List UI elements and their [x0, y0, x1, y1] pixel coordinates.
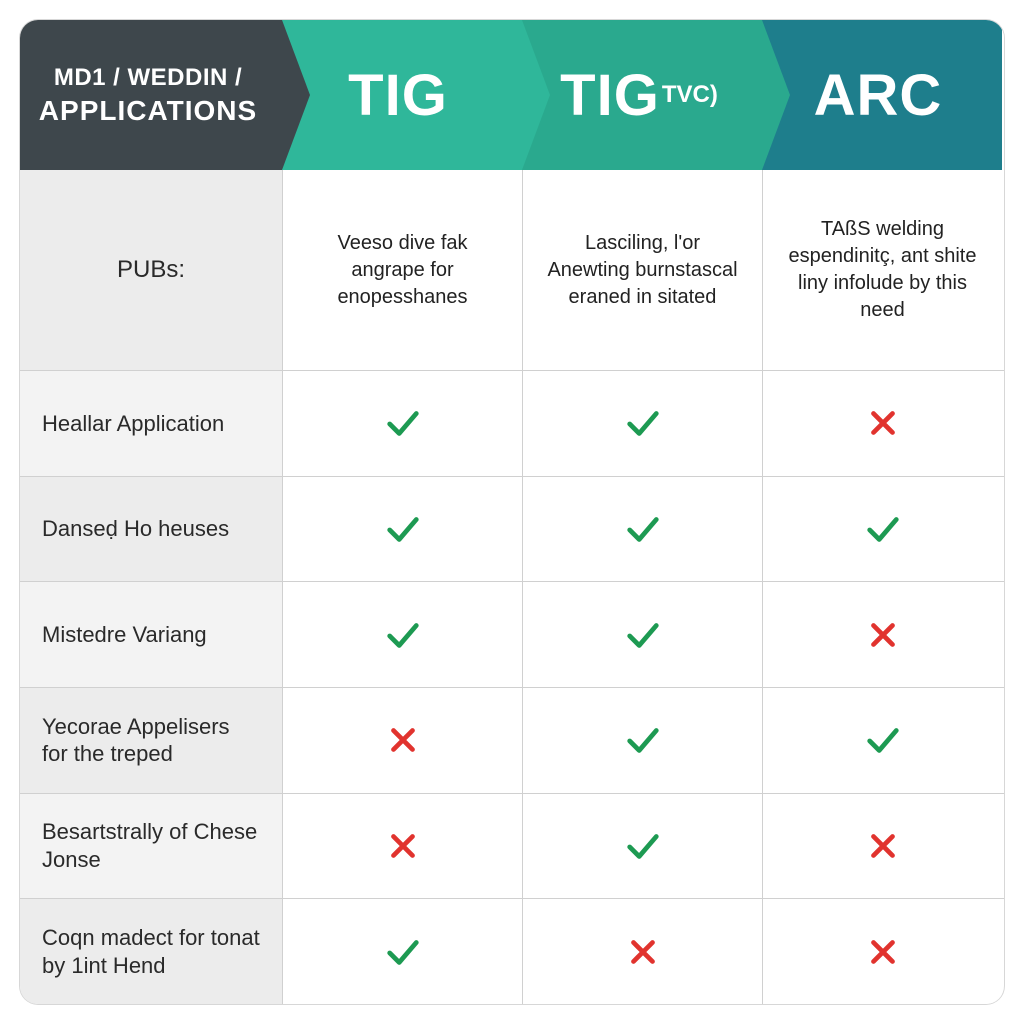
row-value [522, 371, 762, 476]
row-value [282, 371, 522, 476]
check-icon [624, 721, 662, 759]
row-desc: Lasciling, l'or Anewting burnstascal era… [522, 170, 762, 370]
check-icon [384, 616, 422, 654]
header-col-2-label: ARC [814, 62, 943, 129]
row-value [282, 477, 522, 582]
row-desc: Veeso dive fak angrape for enopesshanes [282, 170, 522, 370]
check-icon [624, 404, 662, 442]
cross-icon [384, 827, 422, 865]
header-rowlabel-line2: APPLICATIONS [39, 93, 257, 128]
row-value [762, 477, 1002, 582]
cross-icon [864, 827, 902, 865]
header-col-1-sup: TVC) [662, 81, 718, 109]
table-row: Heallar Application [20, 370, 1004, 476]
row-desc: TAßS welding espendinitç, ant shite liny… [762, 170, 1002, 370]
cross-icon [864, 616, 902, 654]
row-label: Coqn madect for tonat by 1int Hend [20, 899, 282, 1004]
table-row: PUBs:Veeso dive fak angrape for enopessh… [20, 170, 1004, 370]
cross-icon [384, 721, 422, 759]
header-rowlabel-line1: MD1 / WEDDIN / [54, 63, 242, 93]
table-row: Yecorae Appelisers for the treped [20, 687, 1004, 793]
cross-icon [864, 933, 902, 971]
row-value [762, 582, 1002, 687]
check-icon [624, 827, 662, 865]
row-value [762, 899, 1002, 1004]
row-value [762, 688, 1002, 793]
cross-icon [624, 933, 662, 971]
row-value [282, 899, 522, 1004]
table-header-row: MD1 / WEDDIN / APPLICATIONS TIG TIGTVC) … [20, 20, 1004, 170]
table-row: Besartstrally of Chese Jonse [20, 793, 1004, 899]
check-icon [624, 616, 662, 654]
row-label: Mistedre Variang [20, 582, 282, 687]
table-row: Coqn madect for tonat by 1int Hend [20, 898, 1004, 1004]
check-icon [384, 404, 422, 442]
check-icon [864, 510, 902, 548]
row-value [282, 582, 522, 687]
header-rowlabel: MD1 / WEDDIN / APPLICATIONS [20, 20, 282, 170]
row-value [522, 582, 762, 687]
row-value [762, 794, 1002, 899]
header-col-2: ARC [762, 20, 1002, 170]
header-col-0-label: TIG [348, 62, 448, 129]
row-label: PUBs: [20, 170, 282, 370]
table-row: Mistedre Variang [20, 581, 1004, 687]
row-label: Besartstrally of Chese Jonse [20, 794, 282, 899]
check-icon [864, 721, 902, 759]
row-value [282, 794, 522, 899]
header-col-0: TIG [282, 20, 522, 170]
row-label: Danseḍ Ho heuses [20, 477, 282, 582]
header-col-1-label: TIG [560, 62, 660, 129]
check-icon [384, 510, 422, 548]
comparison-table: MD1 / WEDDIN / APPLICATIONS TIG TIGTVC) … [20, 20, 1004, 1004]
table-row: Danseḍ Ho heuses [20, 476, 1004, 582]
row-label: Heallar Application [20, 371, 282, 476]
row-label: Yecorae Appelisers for the treped [20, 688, 282, 793]
table-body: PUBs:Veeso dive fak angrape for enopessh… [20, 170, 1004, 1004]
header-col-1: TIGTVC) [522, 20, 762, 170]
row-value [762, 371, 1002, 476]
row-value [522, 688, 762, 793]
row-value [282, 688, 522, 793]
check-icon [624, 510, 662, 548]
row-value [522, 794, 762, 899]
check-icon [384, 933, 422, 971]
cross-icon [864, 404, 902, 442]
row-value [522, 899, 762, 1004]
row-value [522, 477, 762, 582]
